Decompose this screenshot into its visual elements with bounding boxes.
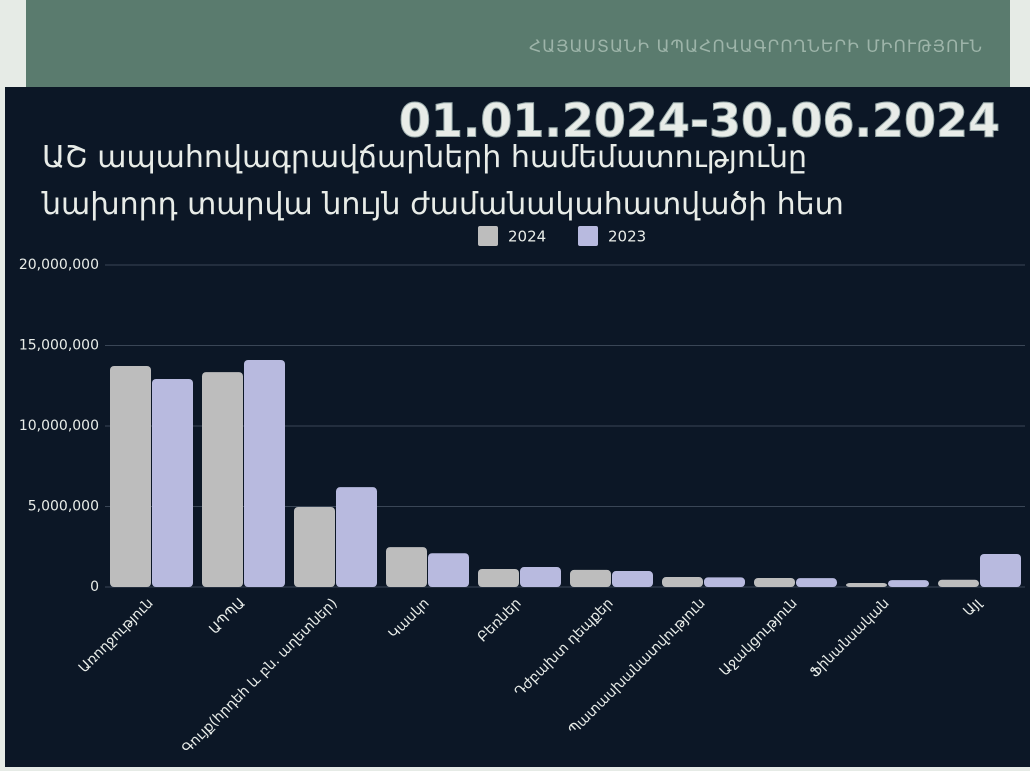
bar — [980, 553, 1021, 587]
legend-swatch — [478, 226, 498, 246]
bar — [520, 567, 561, 587]
chart-title-1: ԱՇ ապահովագրավճարների համեմատությունը նախ… — [41, 140, 844, 222]
y-tick-label: 0 — [90, 579, 99, 595]
legend-label: 2024 — [508, 228, 546, 246]
bar — [244, 359, 285, 587]
bar — [428, 553, 469, 587]
bar — [796, 578, 837, 587]
bar — [846, 582, 887, 587]
header-band — [26, 0, 1010, 87]
y-tick-label: 10,000,000 — [19, 418, 99, 434]
period: 01.01.2024-30.06.2024 — [399, 94, 1000, 148]
bar — [938, 579, 979, 587]
legend-label: 2023 — [608, 228, 646, 246]
bar — [570, 569, 611, 587]
bar — [110, 365, 151, 587]
bar — [478, 568, 519, 587]
bar — [754, 577, 795, 587]
bar — [612, 571, 653, 587]
bar — [662, 577, 703, 587]
y-tick-label: 5,000,000 — [28, 499, 99, 515]
y-tick-label: 15,000,000 — [19, 338, 99, 354]
bar — [202, 372, 243, 587]
organization: ՀԱՅԱՍՏԱՆԻ ԱՊԱՀՈՎԱԳՐՈՂՆԵՐԻ ՄԻՈՒԹՅՈՒՆ — [529, 37, 983, 57]
bar — [294, 506, 335, 587]
y-tick-label: 20,000,000 — [19, 257, 99, 273]
bar — [152, 378, 193, 587]
legend-swatch — [578, 226, 598, 246]
bar — [704, 577, 745, 587]
bar — [386, 547, 427, 587]
bar — [336, 487, 377, 587]
bar — [888, 580, 929, 587]
